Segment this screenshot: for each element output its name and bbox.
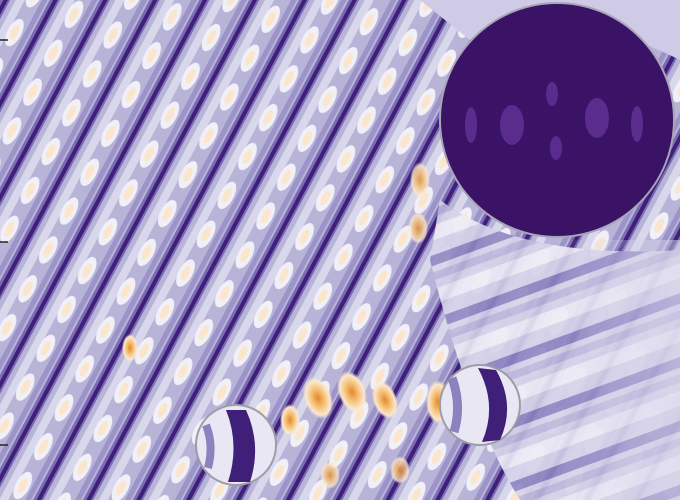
inner-band [447, 376, 462, 434]
small-scatterer-right [439, 364, 521, 446]
top-right-region [420, 0, 680, 60]
blob [336, 370, 368, 414]
small-circle [439, 364, 521, 446]
small-scatterer-left [195, 404, 277, 486]
blob [371, 380, 399, 420]
axis-ticks [0, 39, 8, 446]
inner-spot [585, 98, 609, 138]
blob [302, 376, 334, 420]
inner-band [226, 410, 256, 482]
blob [408, 212, 428, 244]
inner-spot [500, 105, 524, 145]
blob [122, 334, 138, 362]
inner-band [478, 368, 508, 442]
blob [320, 461, 340, 489]
large-scatterer [439, 2, 675, 238]
fade-region [560, 240, 680, 500]
inner-band [202, 423, 215, 470]
inner-spot [550, 136, 562, 160]
inner-spot [631, 106, 643, 142]
blob [410, 162, 430, 198]
blob [280, 404, 300, 436]
inner-spot [546, 82, 558, 106]
large-circle [439, 2, 675, 238]
blob [390, 456, 410, 484]
inner-spot [465, 107, 477, 143]
